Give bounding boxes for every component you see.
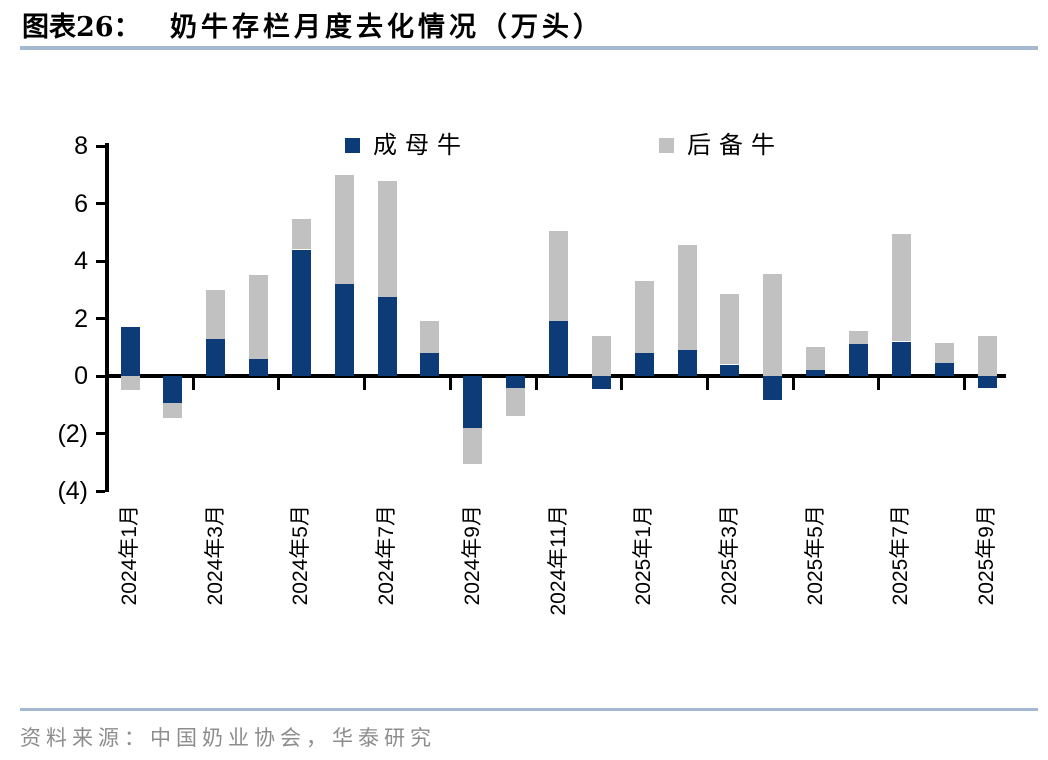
bar-segment-heifers: [334, 174, 354, 285]
bar-segment-mature-cows: [634, 353, 654, 376]
x-tick-label: 2024年3月: [203, 505, 227, 606]
x-tick: [448, 378, 452, 390]
bar-segment-mature-cows: [763, 376, 783, 401]
source-note: 资料来源：中国奶业协会，华泰研究: [20, 726, 436, 750]
bar-segment-heifers: [206, 289, 226, 339]
x-tick-label: 2024年9月: [460, 505, 484, 606]
legend-swatch-heifers-icon: [659, 137, 674, 153]
bar-segment-heifers: [977, 335, 997, 377]
y-tick-label: 0: [74, 362, 88, 390]
bar-segment-mature-cows: [677, 350, 697, 376]
bar-segment-mature-cows: [334, 284, 354, 376]
bar-segment-mature-cows: [549, 321, 568, 376]
legend-label-heifers: 后备牛: [687, 131, 783, 159]
y-tick-label: 2: [74, 304, 88, 333]
y-tick-label: (2): [57, 419, 88, 448]
bar-segment-heifers: [720, 294, 740, 365]
bar-segment-heifers: [934, 342, 954, 363]
x-tick: [877, 378, 881, 390]
x-tick-label: 2025年9月: [975, 505, 998, 606]
bar-segment-mature-cows: [506, 376, 526, 388]
bar-segment-mature-cows: [977, 376, 997, 388]
bar-segment-mature-cows: [463, 376, 483, 428]
x-tick-label: 2024年5月: [289, 505, 313, 606]
bar-segment-heifers: [891, 233, 911, 342]
y-tick: [96, 259, 105, 263]
zero-line: [105, 374, 1006, 378]
y-tick: [96, 489, 105, 493]
x-tick-label: 2025年3月: [717, 505, 741, 606]
bar-segment-mature-cows: [591, 376, 611, 389]
bar-segment-heifers: [763, 273, 783, 376]
x-tick: [620, 378, 624, 390]
legend-item-heifers: 后备牛: [659, 130, 783, 160]
bar-segment-heifers: [506, 387, 526, 417]
bar-segment-mature-cows: [891, 341, 911, 376]
bar-segment-heifers: [163, 403, 183, 418]
legend-swatch-mature-cows-icon: [345, 137, 360, 153]
bar-segment-mature-cows: [249, 358, 269, 377]
bar-segment-heifers: [377, 180, 397, 297]
y-tick-label: 6: [74, 189, 88, 218]
x-tick-label: 2025年1月: [632, 505, 656, 606]
x-tick-label: 2025年7月: [889, 505, 913, 606]
bar-segment-heifers: [249, 275, 269, 359]
figure-number: 图表26：: [22, 12, 141, 43]
bar-segment-heifers: [291, 219, 311, 250]
y-tick: [96, 317, 105, 320]
legend-label-mature-cows: 成母牛: [373, 131, 469, 159]
x-tick-label: 2024年11月: [546, 505, 570, 616]
x-tick: [277, 378, 281, 390]
y-tick-label: 4: [74, 247, 88, 275]
bar-segment-mature-cows: [420, 353, 440, 376]
x-tick: [191, 378, 195, 390]
bar-segment-heifers: [806, 347, 826, 371]
y-tick: [96, 144, 105, 148]
bar-segment-heifers: [120, 376, 140, 391]
bar-segment-mature-cows: [377, 296, 397, 376]
source-rule: [20, 708, 1038, 711]
x-tick-label: 2024年7月: [375, 505, 399, 606]
bar-segment-heifers: [677, 245, 697, 351]
bar-segment-mature-cows: [849, 344, 868, 376]
x-tick-label: 2025年5月: [803, 505, 827, 606]
y-axis-line: [105, 143, 109, 492]
bar-segment-heifers: [463, 427, 483, 464]
figure-title: 奶牛存栏月度去化情况（万头）: [170, 12, 604, 43]
x-tick: [106, 378, 109, 390]
bar-segment-mature-cows: [806, 370, 826, 377]
bar-segment-mature-cows: [120, 327, 140, 376]
y-tick: [96, 202, 105, 205]
bar-segment-mature-cows: [206, 338, 226, 376]
bar-segment-heifers: [849, 331, 868, 345]
y-tick: [96, 374, 105, 378]
bar-segment-mature-cows: [291, 249, 311, 376]
y-tick-label: (4): [57, 477, 88, 505]
bar-segment-heifers: [549, 230, 568, 322]
x-tick: [363, 378, 367, 390]
y-tick-label: 8: [74, 132, 88, 160]
bar-segment-heifers: [591, 335, 611, 377]
bar-segment-mature-cows: [720, 364, 740, 376]
x-tick: [963, 378, 967, 390]
bar-segment-heifers: [634, 281, 654, 353]
y-tick: [96, 432, 105, 435]
bar-segment-heifers: [420, 321, 440, 353]
x-tick: [706, 378, 709, 390]
x-tick-label: 2024年1月: [118, 505, 141, 606]
bar-segment-mature-cows: [163, 376, 183, 404]
bar-segment-mature-cows: [934, 363, 954, 376]
x-tick: [791, 378, 795, 390]
x-tick: [534, 378, 538, 390]
legend-item-mature-cows: 成母牛: [345, 130, 469, 160]
title-rule: [20, 46, 1038, 50]
